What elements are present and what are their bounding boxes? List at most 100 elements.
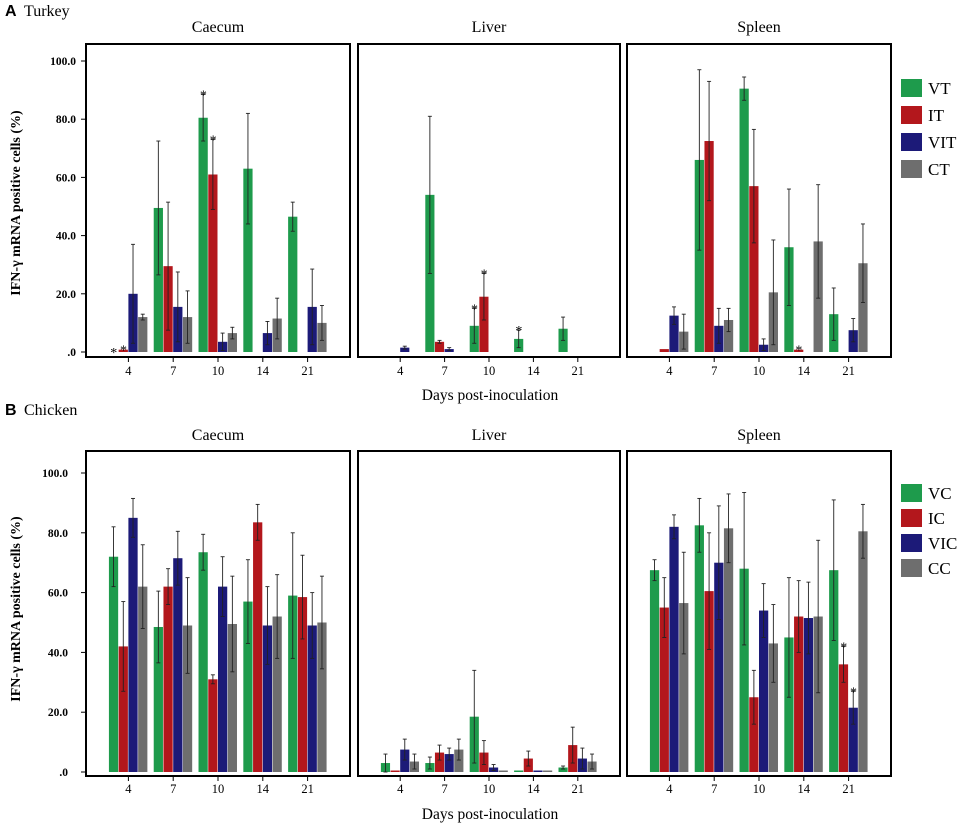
x-tick-label: 4 [125,782,132,796]
panels: 100.0 80.0 60.0 40.0 20.0 .0 100.0 80.0 60.0 40.0… [42,19,892,796]
panel-title: Liver [472,427,507,444]
panel-chicken-caecum: Caecum 4 7 10 14 21 [81,427,351,796]
panel-chicken-spleen: Spleen 4 7 10 14 21 * * [626,427,892,796]
bar-vc-day-10 [198,552,208,772]
panel-frame [357,450,621,777]
significance-asterisk: * [110,346,117,361]
bar-ic-day-7 [704,591,714,772]
panel-title: Spleen [737,19,781,36]
bar-cc-day-10 [768,643,778,772]
significance-asterisk: * [795,344,802,359]
x-tick-label: 7 [711,364,717,378]
significance-asterisk: * [481,267,488,282]
row-label-b: B [5,402,17,419]
legend-swatch-vic [901,534,922,552]
bar-vc-day-7 [694,525,704,772]
y-tick-label: .0 [59,767,68,779]
y-tick-label: 20.0 [56,289,76,301]
bar-cc-day-10 [498,770,508,772]
significance-asterisk: * [200,88,207,103]
bar-vic-day-14 [262,625,273,772]
bar-it-day-4 [118,349,128,352]
y-tick-label: .0 [67,347,76,359]
x-tick-label: 10 [212,782,225,796]
bar-vic-day-21 [848,707,858,772]
x-tick-label: 21 [301,782,314,796]
x-tick-label: 21 [842,782,855,796]
bar-vc-day-21 [829,570,839,772]
x-tick-label: 14 [257,364,270,378]
legend-label-vic: VIC [928,534,957,553]
legend-swatch-it [901,106,922,124]
legend-label-cc: CC [928,559,951,578]
row-species-turkey: Turkey [24,3,70,20]
row-species-chicken: Chicken [24,402,77,419]
bar-vc-day-14 [514,770,524,772]
legend-label-it: IT [928,106,945,125]
x-tick-label: 4 [397,364,404,378]
bar-vc-day-4 [108,556,119,772]
x-tick-label: 7 [441,364,447,378]
row-label-a: A [5,3,17,20]
panel-turkey-spleen: Spleen 4 7 10 14 21 * [626,19,892,378]
x-tick-label: 4 [666,364,673,378]
legend-swatch-cc [901,559,922,577]
y-tick-label: 80.0 [48,528,68,540]
y-tick-label: 60.0 [56,172,76,184]
x-tick-label: 10 [483,364,496,378]
significance-asterisk: * [515,324,522,339]
x-tick-label: 10 [753,364,766,378]
bar-ic-day-4 [659,607,669,772]
panel-chicken-liver: Liver 4 7 10 14 21 [357,427,621,796]
bar-vic-day-4 [669,526,679,772]
bar-vic-day-21 [307,625,317,772]
x-tick-label: 10 [483,782,496,796]
bar-vic-day-14 [803,618,814,772]
bar-cc-day-4 [138,586,148,772]
bar-cc-day-4 [679,603,689,772]
x-axis-title-chicken: Days post-inoculation [422,806,559,823]
legend-swatch-ct [901,160,922,178]
y-tick-label: 20.0 [48,707,68,719]
bar-ic-day-10 [208,679,218,772]
bar-vt-day-21 [288,216,298,352]
bar-vit-day-4 [669,315,679,352]
panel-frame [357,43,621,358]
bar-cc-day-10 [227,623,237,772]
y-axis-title-turkey: IFN-γ mRNA positive cells (%) [9,110,24,296]
bar-cc-day-7 [454,749,464,772]
bar-ic-day-21 [297,597,308,772]
legend-label-ic: IC [928,509,945,528]
legend-label-vit: VIT [928,133,957,152]
bar-ic-day-21 [838,664,849,772]
x-tick-label: 7 [170,782,176,796]
y-tick-label: 40.0 [56,231,76,243]
bar-vc-day-7 [153,626,163,772]
x-tick-label: 14 [798,782,811,796]
x-tick-label: 21 [842,364,855,378]
panel-title: Caecum [192,19,245,36]
x-tick-label: 7 [441,782,447,796]
y-axis-title-chicken: IFN-γ mRNA positive cells (%) [9,516,24,702]
bar-it-day-7 [434,341,445,352]
bar-ct-day-7 [723,319,734,352]
legend-swatch-vit [901,133,922,151]
x-tick-label: 7 [170,364,176,378]
significance-asterisk: * [471,302,478,317]
x-tick-label: 14 [798,364,811,378]
bar-it-day-10 [208,174,218,352]
bar-vc-day-21 [558,767,568,772]
bar-vic-day-14 [533,770,543,772]
x-tick-label: 10 [753,782,766,796]
bar-it-day-7 [704,141,714,352]
bar-cc-day-21 [317,622,327,772]
legend-chicken: VC IC VIC CC [901,484,957,578]
bar-ic-day-10 [749,697,759,772]
x-tick-label: 10 [212,364,225,378]
bar-vt-day-7 [694,159,704,352]
bar-vic-day-10 [218,586,228,772]
bar-ic-day-4 [390,770,400,772]
bar-ic-day-4 [118,646,128,772]
